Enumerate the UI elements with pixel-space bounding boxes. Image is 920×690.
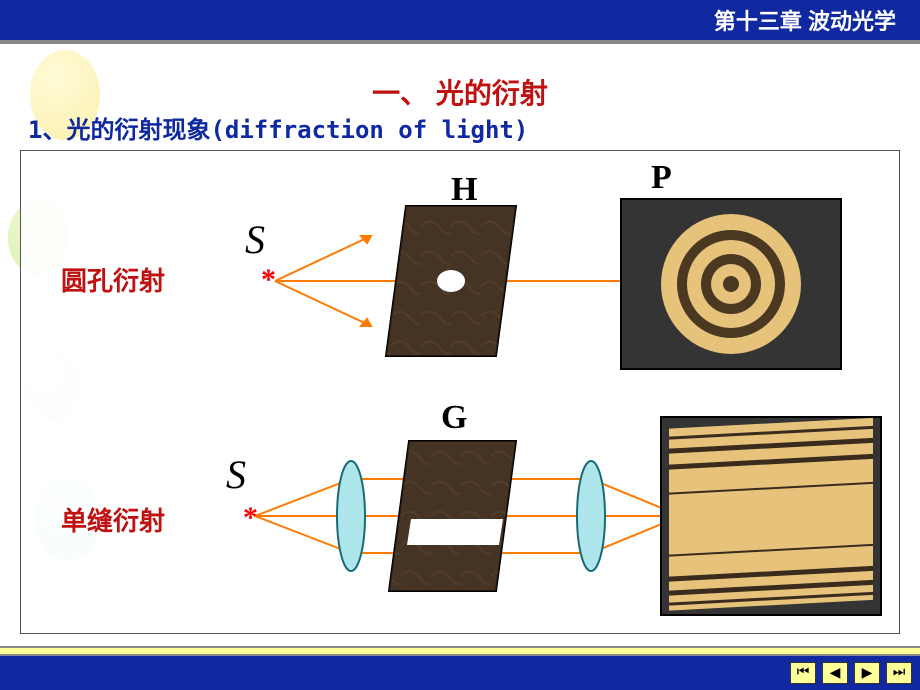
- source-label-1: S: [245, 216, 265, 263]
- nav-prev-button[interactable]: ◀: [822, 662, 848, 684]
- diagram-container: 圆孔衍射 S * H P: [20, 150, 900, 634]
- nav-first-icon: ⏮: [797, 665, 810, 681]
- nav-first-button[interactable]: ⏮: [790, 662, 816, 684]
- nav-next-icon: ▶: [862, 665, 873, 682]
- subsection-title: 1、光的衍射现象(diffraction of light): [28, 110, 528, 145]
- footer-divider: [0, 646, 920, 656]
- row2-svg: [251, 411, 891, 626]
- header-divider: [0, 40, 920, 44]
- header-bar: 第十三章 波动光学: [0, 0, 920, 40]
- chapter-title: 第十三章 波动光学: [714, 4, 896, 36]
- section-title: 一、 光的衍射: [0, 72, 920, 112]
- row1-svg: [271, 181, 871, 381]
- nav-prev-icon: ◀: [830, 665, 841, 682]
- source-label-2: S: [226, 451, 246, 498]
- nav-last-icon: ⏭: [893, 665, 906, 681]
- nav-last-button[interactable]: ⏭: [886, 662, 912, 684]
- nav-next-button[interactable]: ▶: [854, 662, 880, 684]
- row2-label: 单缝衍射: [61, 501, 165, 538]
- footer-bar: ⏮ ◀ ▶ ⏭: [0, 656, 920, 690]
- row1-label: 圆孔衍射: [61, 261, 165, 298]
